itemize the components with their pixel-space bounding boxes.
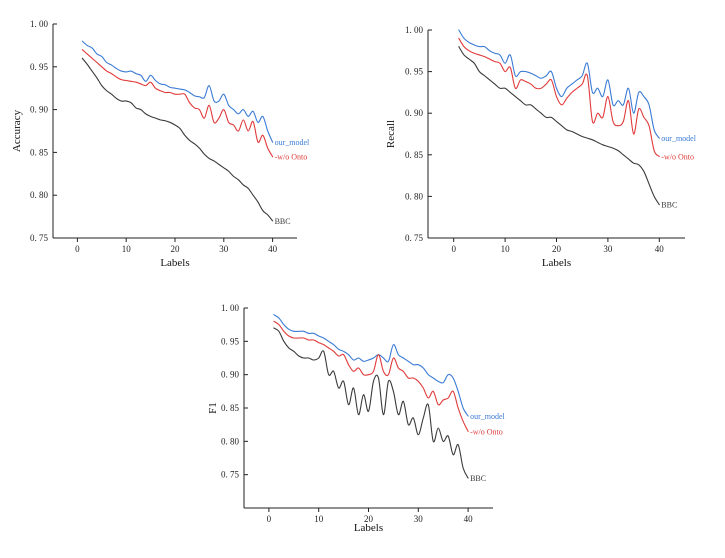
series-line-bbc — [81, 57, 274, 222]
y-tick-label: 0. 90 — [405, 108, 424, 118]
series-line-w-o-onto — [273, 320, 469, 432]
x-tick-label: 0 — [451, 244, 456, 254]
y-tick-label: 0. 90 — [30, 105, 49, 115]
x-tick-label: 30 — [219, 244, 229, 254]
x-axis-title: Labels — [542, 257, 571, 269]
series-line-w-o-onto — [458, 37, 660, 158]
y-tick-label: 0. 75 — [30, 233, 49, 243]
x-tick-label: 0 — [267, 514, 272, 524]
y-tick-label: 0. 90 — [221, 370, 240, 380]
series-end-label: -w/o Onto — [470, 427, 503, 436]
x-tick-label: 10 — [314, 514, 324, 524]
x-tick-label: 20 — [364, 514, 374, 524]
x-tick-label: 10 — [122, 244, 132, 254]
y-axis-title: Accuracy — [11, 109, 23, 152]
x-tick-label: 0 — [75, 244, 80, 254]
x-tick-label: 20 — [552, 244, 562, 254]
series-line-bbc — [458, 46, 660, 206]
series-line-w-o-onto — [81, 49, 274, 158]
y-tick-label: 0. 80 — [30, 190, 49, 200]
y-tick-label: 0. 95 — [221, 336, 240, 346]
y-axis-title: Recall — [385, 120, 397, 148]
y-axis-title: F1 — [207, 402, 219, 414]
series-end-label: BBC — [470, 474, 486, 483]
y-tick-label: 0. 75 — [221, 470, 240, 480]
x-tick-label: 40 — [268, 244, 278, 254]
x-tick-label: 30 — [414, 514, 424, 524]
y-tick-label: 0. 85 — [221, 403, 240, 413]
y-tick-label: 1. 00 — [221, 303, 240, 313]
y-tick-label: 0. 95 — [30, 62, 49, 72]
chart-f1: 0. 75 0. 80 0. 85 0. 90 0. 95 1. 00 0 10 20 30 40 L… — [207, 303, 506, 534]
x-axis-title: Labels — [354, 522, 383, 534]
series-line-our-model — [273, 314, 469, 417]
y-tick-label: 0. 85 — [30, 147, 49, 157]
series-line-bbc — [273, 327, 469, 479]
series-end-label: our_model — [275, 138, 310, 147]
chart-recall: 0. 75 0. 80 0. 85 0. 90 0. 95 1. 00 0 10 20 30 40 L… — [385, 25, 697, 269]
x-tick-label: 20 — [171, 244, 181, 254]
y-tick-label: 0. 85 — [405, 150, 424, 160]
series-end-label: our_model — [661, 134, 696, 143]
x-tick-label: 40 — [655, 244, 665, 254]
y-tick-label: 0. 75 — [405, 233, 424, 243]
x-axis-title: Labels — [160, 257, 189, 269]
series-line-our-model — [81, 40, 274, 143]
series-end-label: -w/o Onto — [275, 153, 308, 162]
chart-accuracy: 0. 75 0. 80 0. 85 0. 90 0. 95 1. 00 0 10 20 30 40 L… — [11, 19, 310, 269]
x-tick-label: 10 — [501, 244, 511, 254]
y-tick-label: 1. 00 — [405, 25, 424, 35]
series-end-label: BBC — [275, 217, 291, 226]
series-line-our-model — [458, 29, 660, 139]
series-end-label: -w/o Onto — [661, 152, 694, 161]
y-tick-label: 0. 95 — [405, 67, 424, 77]
x-tick-label: 30 — [603, 244, 613, 254]
y-tick-label: 0. 80 — [405, 191, 424, 201]
y-tick-label: 1. 00 — [30, 19, 49, 29]
y-tick-label: 0. 80 — [221, 436, 240, 446]
series-end-label: our_model — [470, 412, 505, 421]
series-end-label: BBC — [661, 201, 677, 210]
x-tick-label: 40 — [464, 514, 474, 524]
